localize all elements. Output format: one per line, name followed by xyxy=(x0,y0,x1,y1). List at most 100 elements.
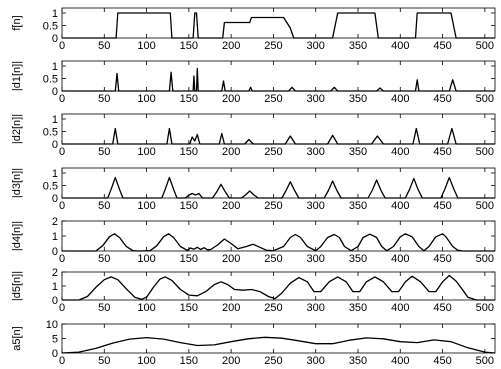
x-tick-label: 400 xyxy=(391,302,409,314)
x-tick-label: 100 xyxy=(137,200,155,212)
y-tick-label: 0 xyxy=(52,33,58,45)
x-tick-label: 400 xyxy=(391,146,409,158)
x-tick-label: 150 xyxy=(180,253,198,265)
axes-frame xyxy=(61,271,496,301)
x-tick-label: 250 xyxy=(264,146,282,158)
x-tick-label: 450 xyxy=(433,200,451,212)
x-tick-label: 500 xyxy=(476,253,494,265)
x-tick-label: 50 xyxy=(98,146,110,158)
x-tick-label: 250 xyxy=(264,355,282,367)
x-tick-label: 400 xyxy=(391,93,409,105)
x-tick-label: 100 xyxy=(137,302,155,314)
x-tick-label: 100 xyxy=(137,40,155,52)
axes-frame xyxy=(61,323,496,354)
x-tick-label: 450 xyxy=(433,355,451,367)
x-tick-label: 400 xyxy=(391,253,409,265)
x-tick-label: 250 xyxy=(264,302,282,314)
x-tick-label: 350 xyxy=(349,253,367,265)
x-tick-label: 150 xyxy=(180,40,198,52)
x-tick-label: 450 xyxy=(433,40,451,52)
y-axis-label: f[n] xyxy=(11,15,23,30)
series-line xyxy=(62,274,495,301)
x-tick-label: 500 xyxy=(476,40,494,52)
y-tick-label: 0 xyxy=(52,246,58,258)
x-tick-label: 150 xyxy=(180,302,198,314)
x-tick-label: 300 xyxy=(307,146,325,158)
y-axis-label: |d1[n]| xyxy=(11,61,23,91)
x-tick-label: 50 xyxy=(98,40,110,52)
x-tick-label: 0 xyxy=(59,355,65,367)
x-tick-label: 300 xyxy=(307,253,325,265)
series-line xyxy=(62,176,495,199)
x-tick-label: 450 xyxy=(433,302,451,314)
y-tick-label: 0.5 xyxy=(43,127,58,139)
y-tick-label: 2 xyxy=(52,216,58,228)
x-tick-label: 500 xyxy=(476,355,494,367)
y-tick-label: 0 xyxy=(52,295,58,307)
x-tick-label: 0 xyxy=(59,40,65,52)
y-tick-label: 1 xyxy=(52,168,58,180)
y-axis-label: |d2[n]| xyxy=(11,114,23,144)
y-tick-label: 10 xyxy=(46,319,58,331)
x-tick-label: 200 xyxy=(222,253,240,265)
axes-frame xyxy=(61,7,496,39)
y-tick-label: 1 xyxy=(52,281,58,293)
subplot-4: 00.51 0 50 100 150 200 250 300 350 400 450 500 |d3[n… xyxy=(11,167,496,212)
x-tick-label: 250 xyxy=(264,93,282,105)
x-tick-label: 350 xyxy=(349,302,367,314)
axes-frame xyxy=(61,167,496,199)
y-tick-label: 0.5 xyxy=(43,181,58,193)
y-tick-label: 0 xyxy=(52,193,58,205)
x-tick-label: 200 xyxy=(222,302,240,314)
x-tick-label: 0 xyxy=(59,146,65,158)
y-tick-label: 1 xyxy=(52,231,58,243)
x-tick-label: 450 xyxy=(433,253,451,265)
x-tick-label: 300 xyxy=(307,355,325,367)
x-tick-label: 500 xyxy=(476,302,494,314)
x-tick-label: 350 xyxy=(349,146,367,158)
x-tick-label: 50 xyxy=(98,200,110,212)
x-tick-label: 100 xyxy=(137,146,155,158)
x-tick-label: 350 xyxy=(349,93,367,105)
x-tick-label: 350 xyxy=(349,200,367,212)
subplot-2: 00.51 0 50 100 150 200 250 300 350 400 450 500 |d1[n… xyxy=(11,60,496,105)
x-tick-label: 500 xyxy=(476,93,494,105)
x-tick-label: 200 xyxy=(222,93,240,105)
x-tick-label: 300 xyxy=(307,40,325,52)
x-tick-label: 300 xyxy=(307,302,325,314)
x-tick-label: 500 xyxy=(476,146,494,158)
x-tick-label: 100 xyxy=(137,93,155,105)
y-tick-label: 2 xyxy=(52,267,58,279)
x-tick-label: 50 xyxy=(98,355,110,367)
x-tick-label: 150 xyxy=(180,355,198,367)
x-tick-label: 0 xyxy=(59,302,65,314)
subplot-1: 00.51 0 50 100 150 200 250 300 350 400 450 500 f[n] xyxy=(11,7,496,52)
x-tick-label: 250 xyxy=(264,253,282,265)
x-tick-label: 0 xyxy=(59,200,65,212)
x-tick-label: 200 xyxy=(222,146,240,158)
x-tick-label: 50 xyxy=(98,253,110,265)
x-tick-label: 200 xyxy=(222,200,240,212)
series-line xyxy=(62,12,495,39)
y-tick-label: 0.5 xyxy=(43,21,58,33)
x-tick-label: 500 xyxy=(476,200,494,212)
x-tick-label: 250 xyxy=(264,40,282,52)
x-tick-label: 200 xyxy=(222,40,240,52)
y-tick-label: 1 xyxy=(52,61,58,73)
x-tick-label: 300 xyxy=(307,93,325,105)
y-axis-label: |d3[n]| xyxy=(11,168,23,198)
x-tick-label: 400 xyxy=(391,355,409,367)
y-axis-label: a5[n] xyxy=(11,326,23,350)
x-tick-label: 150 xyxy=(180,93,198,105)
x-tick-label: 350 xyxy=(349,355,367,367)
series-line xyxy=(62,233,495,252)
series-line xyxy=(61,336,496,354)
series-line xyxy=(62,67,495,92)
x-tick-label: 400 xyxy=(391,200,409,212)
x-tick-label: 100 xyxy=(137,253,155,265)
x-tick-label: 300 xyxy=(307,200,325,212)
x-tick-label: 50 xyxy=(98,302,110,314)
